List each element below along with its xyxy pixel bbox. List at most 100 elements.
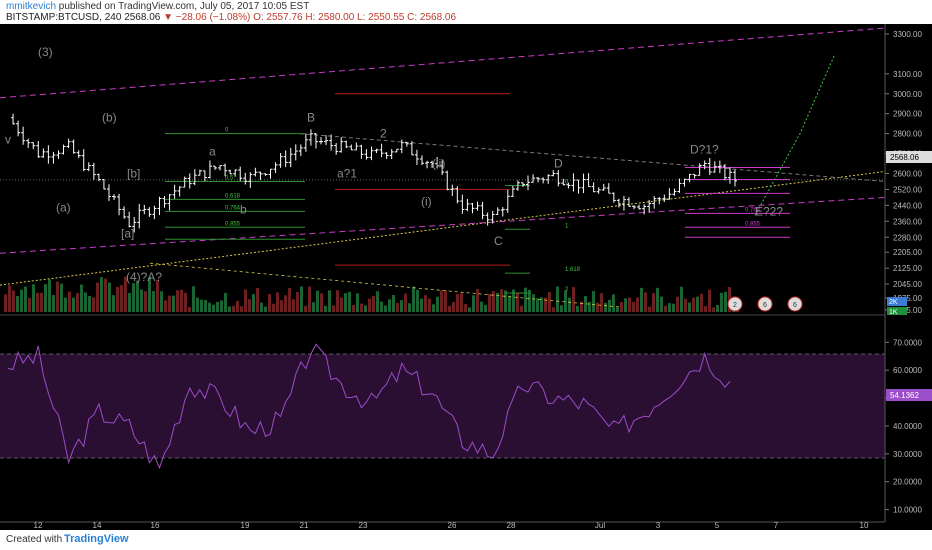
wave-label[interactable]: (b)	[102, 111, 117, 125]
volume-bar	[724, 291, 727, 312]
volume-bar	[364, 305, 367, 312]
symbol-line: BITSTAMP:BTCUSD, 240 2568.06 ▼ −28.06 (−…	[6, 12, 456, 23]
volume-bar	[392, 294, 395, 312]
volume-bar	[300, 286, 303, 312]
wave-label[interactable]: v	[5, 133, 11, 147]
fib-label: 2	[565, 287, 569, 293]
tradingview-logo[interactable]: TradingView	[64, 533, 129, 545]
volume-bar	[116, 286, 119, 312]
volume-bar	[164, 300, 167, 312]
volume-bar	[204, 300, 207, 312]
volume-bar	[704, 306, 707, 312]
wave-label[interactable]: (ii)	[432, 157, 445, 171]
wave-label[interactable]: (i)	[421, 194, 432, 208]
lower-trendline[interactable]	[0, 170, 886, 286]
volume-bar	[692, 297, 695, 312]
wave-label[interactable]: D	[554, 157, 563, 171]
volume-bar	[212, 304, 215, 312]
wave-label[interactable]: a	[209, 145, 216, 159]
volume-bar	[356, 293, 359, 312]
last-price-tag: 2568.06	[886, 151, 932, 163]
wave-label[interactable]: B	[307, 111, 315, 125]
volume-bar	[32, 284, 35, 312]
projection-arrow[interactable]	[754, 53, 836, 216]
channel-line-lower[interactable]	[0, 196, 886, 254]
volume-bar	[348, 291, 351, 312]
time-tick-label: 14	[93, 521, 102, 530]
last-price-tag-box	[886, 151, 932, 163]
volume-bar	[420, 298, 423, 312]
published-text: published on TradingView.com, July 05, 2…	[58, 1, 310, 12]
volume-bar	[512, 289, 515, 312]
base-trendline[interactable]	[149, 262, 621, 308]
volume-bar	[344, 293, 347, 312]
event-badge[interactable]	[787, 296, 803, 312]
price-candles[interactable]	[11, 113, 737, 233]
time-tick-label: 10	[860, 521, 869, 530]
volume-bar	[48, 279, 51, 312]
fib-levels[interactable]: 0 0.5 0.618 0.764 0.855 0 1 1.618 2 0.764 0.855	[165, 93, 790, 294]
author-link[interactable]: mmitkevich	[6, 1, 57, 12]
fib-label: 1.618	[565, 267, 581, 273]
time-axis[interactable]: 12 14 16 19 21 23 26 28 Jul 3 5 7 10	[34, 521, 869, 530]
volume-bar	[88, 295, 91, 312]
volume-bar	[532, 294, 535, 312]
volume-bar	[672, 303, 675, 312]
event-badge[interactable]	[727, 296, 743, 312]
volume-axis-tag-label: 1K	[889, 309, 898, 316]
wave-labels[interactable]: (3) v (b) [b] (a) [a] (4)?A? a b B 2 a?1 (ii) (i) C D D?…	[5, 45, 783, 284]
volume-bar	[332, 305, 335, 312]
volume-bar	[220, 300, 223, 312]
volume-bar	[476, 289, 479, 312]
volume-bar	[592, 291, 595, 312]
volume-bar	[240, 306, 243, 312]
price-tick-label: 1915.00	[893, 306, 922, 315]
volume-bar	[720, 292, 723, 312]
wave-label[interactable]: (4)?A?	[126, 270, 162, 284]
price-axis[interactable]: 3300.003100.003000.002900.002800.002700.…	[885, 30, 922, 315]
wave-label[interactable]: (a)	[56, 200, 71, 214]
volume-axis-tag-label: 2K	[889, 299, 898, 306]
wave-label[interactable]: D?1?	[690, 143, 719, 157]
volume-bar	[384, 305, 387, 312]
rsi-axis[interactable]: 70.000060.000050.000040.000030.000020.00…	[885, 338, 922, 515]
trend-drawings[interactable]	[0, 27, 886, 308]
volume-axis-tag	[887, 307, 907, 315]
volume-bar	[460, 293, 463, 312]
volume-bar	[108, 282, 111, 312]
event-badge[interactable]	[757, 296, 773, 312]
channel-line-upper[interactable]	[0, 27, 886, 99]
volume-bar	[444, 290, 447, 312]
wave-label[interactable]: 2	[380, 127, 387, 141]
volume-badges[interactable]: 2 6 6 2K 1K	[727, 296, 907, 316]
volume-bar	[540, 297, 543, 312]
time-tick-label: 3	[656, 521, 661, 530]
volume-bar	[700, 293, 703, 312]
fib-label: 0.618	[225, 193, 241, 199]
wave-label[interactable]: C	[494, 234, 503, 248]
ohlc-values: O: 2557.76 H: 2580.00 L: 2550.55 C: 2568…	[253, 12, 457, 23]
volume-bar	[416, 289, 419, 312]
wave-label[interactable]: [b]	[127, 166, 140, 180]
chart-canvas[interactable]: 3300.00 3100.00 3000.00 2900.00 2800.00 2 7 0 0.…	[0, 24, 932, 530]
wave-label[interactable]: b	[240, 202, 247, 216]
volume-bar	[268, 293, 271, 312]
volume-bar	[628, 297, 631, 312]
volume-bar	[168, 295, 171, 312]
volume-bar	[100, 277, 103, 312]
volume-bar	[400, 300, 403, 312]
volume-bar	[160, 291, 163, 312]
rsi-tick-label: 20.0000	[893, 478, 922, 487]
wave-label[interactable]: a?1	[337, 166, 357, 180]
wave-label[interactable]: [a]	[121, 226, 134, 240]
price-tick-label: 3100.00	[893, 70, 922, 79]
volume-bar	[172, 295, 175, 312]
time-tick-label: 5	[715, 521, 720, 530]
wave-label[interactable]: E?2?	[755, 204, 783, 218]
time-tick-label: 19	[241, 521, 250, 530]
volume-bar	[60, 283, 63, 312]
wave-label[interactable]: (3)	[38, 45, 53, 59]
time-tick-label: Jul	[595, 521, 605, 530]
volume-bar	[648, 306, 651, 312]
volume-bar	[660, 296, 663, 312]
